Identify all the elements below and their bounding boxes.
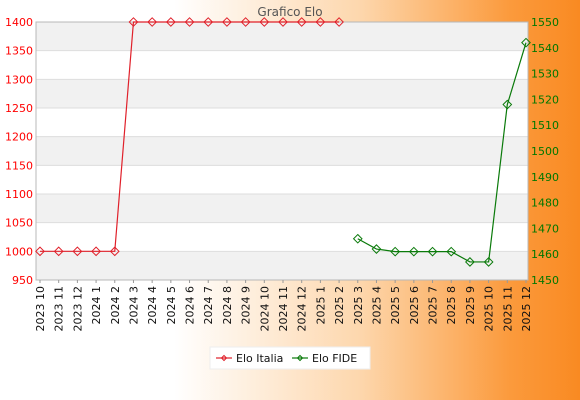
left-tick-label: 1300 — [5, 73, 33, 86]
data-point — [465, 257, 475, 267]
series-layer — [35, 17, 531, 267]
left-tick-label: 1150 — [5, 159, 33, 172]
right-tick-label: 1540 — [531, 42, 559, 55]
left-tick-label: 1050 — [5, 217, 33, 230]
x-tick-label: 2024 11 — [277, 286, 290, 332]
data-point — [390, 246, 401, 257]
left-tick-label: 1250 — [5, 102, 33, 115]
data-point — [72, 246, 83, 257]
x-axis-ticks: 2023 10 2023 11 2023 12 2024 1 2024 2 2024 3 2… — [34, 280, 533, 332]
x-tick-label: 2024 6 — [184, 286, 197, 325]
legend-label: Elo FIDE — [312, 352, 357, 365]
data-point — [427, 246, 438, 257]
data-point — [109, 246, 120, 257]
data-point — [371, 244, 382, 254]
plot-band — [36, 22, 528, 51]
right-tick-label: 1500 — [531, 145, 559, 158]
data-point — [165, 17, 176, 27]
data-point — [53, 246, 64, 257]
x-tick-label: 2024 1 — [90, 286, 103, 325]
plot-band — [36, 251, 528, 280]
data-point — [483, 257, 494, 267]
data-point — [203, 17, 214, 27]
chart-title: Grafico Elo — [257, 5, 322, 19]
right-axis-ticks: 1450 1460 1470 1480 1490 1500 1510 1520 1530 1540… — [531, 16, 559, 287]
data-point — [222, 17, 232, 27]
x-tick-label: 2025 12 — [520, 286, 533, 332]
left-tick-label: 1350 — [5, 45, 33, 58]
right-tick-label: 1480 — [531, 197, 559, 210]
data-point — [35, 246, 45, 257]
left-tick-label: 1000 — [5, 245, 33, 258]
data-point — [315, 17, 326, 27]
plot-band — [36, 194, 528, 223]
right-tick-label: 1550 — [531, 16, 559, 29]
data-point — [334, 17, 344, 27]
x-tick-label: 2024 8 — [221, 286, 234, 325]
right-tick-label: 1530 — [531, 68, 559, 81]
data-point — [521, 37, 531, 48]
data-point — [446, 246, 457, 257]
x-tick-label: 2023 10 — [34, 286, 47, 332]
x-tick-label: 2023 12 — [71, 286, 84, 332]
left-tick-label: 950 — [12, 274, 33, 287]
grid-lines — [36, 21, 528, 281]
x-tick-label: 2025 5 — [389, 286, 402, 325]
data-point — [184, 17, 195, 27]
x-tick-label: 2025 3 — [352, 286, 365, 325]
left-tick-label: 1200 — [5, 131, 33, 144]
legend-marker — [220, 354, 228, 362]
left-axis-ticks: 950 1000 1050 1100 1150 1200 1250 1300 1350 1400 — [5, 16, 33, 287]
left-tick-label: 1100 — [5, 188, 33, 201]
plot-band — [36, 79, 528, 108]
data-point — [91, 246, 101, 257]
x-tick-label: 2025 4 — [370, 286, 383, 325]
plot-bands — [36, 22, 528, 280]
x-tick-label: 2025 9 — [464, 286, 477, 325]
data-point — [147, 17, 158, 27]
x-tick-label: 2024 2 — [109, 286, 122, 325]
series-elo-fide — [352, 37, 531, 267]
x-tick-label: 2025 1 — [314, 286, 327, 325]
data-point — [259, 17, 270, 27]
data-point — [296, 17, 307, 27]
right-tick-label: 1510 — [531, 119, 559, 132]
right-tick-label: 1520 — [531, 93, 559, 106]
x-tick-label: 2024 5 — [165, 286, 178, 325]
x-tick-label: 2025 6 — [408, 286, 421, 325]
right-tick-label: 1470 — [531, 222, 559, 235]
x-tick-label: 2025 7 — [427, 286, 440, 325]
data-point — [408, 246, 419, 257]
series-line — [357, 42, 527, 263]
x-tick-label: 2024 10 — [258, 286, 271, 332]
right-tick-label: 1460 — [531, 248, 559, 261]
data-point — [352, 233, 363, 244]
series-line — [40, 21, 340, 252]
x-tick-label: 2024 12 — [296, 286, 309, 332]
x-tick-label: 2024 9 — [240, 286, 253, 325]
legend-box — [209, 346, 371, 370]
x-tick-label: 2025 11 — [501, 286, 514, 332]
x-tick-label: 2024 4 — [146, 286, 159, 325]
x-tick-label: 2025 8 — [445, 286, 458, 325]
data-point — [240, 17, 251, 27]
data-point — [278, 17, 288, 27]
right-tick-label: 1490 — [531, 171, 559, 184]
data-point — [128, 17, 139, 27]
x-tick-label: 2023 11 — [53, 286, 66, 332]
x-tick-label: 2024 7 — [202, 286, 215, 325]
legend: Elo Italia Elo FIDE — [209, 346, 371, 370]
series-elo-italia — [35, 17, 344, 257]
x-tick-label: 2025 2 — [333, 286, 346, 325]
data-point — [502, 99, 513, 110]
x-tick-label: 2025 10 — [483, 286, 496, 332]
plot-band — [36, 136, 528, 166]
x-tick-label: 2024 3 — [127, 286, 140, 325]
right-tick-label: 1450 — [531, 274, 559, 287]
legend-label: Elo Italia — [236, 352, 283, 365]
legend-marker — [296, 354, 304, 362]
left-tick-label: 1400 — [5, 16, 33, 29]
